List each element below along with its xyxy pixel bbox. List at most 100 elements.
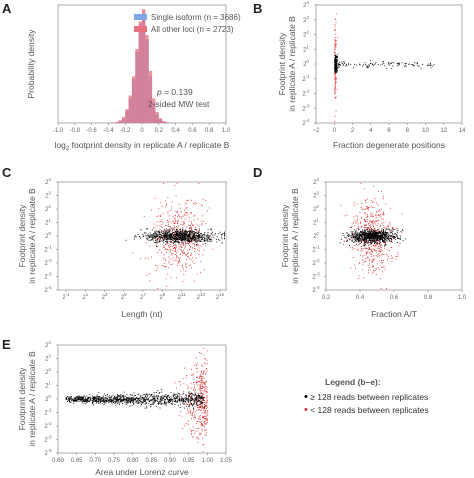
data-point-high-reads (79, 399, 81, 401)
data-point-high-reads (369, 238, 371, 240)
data-point-high-reads (349, 235, 351, 237)
data-point-low-reads (178, 257, 180, 259)
data-point-high-reads (160, 388, 162, 390)
data-point-high-reads (190, 393, 192, 394)
data-point-low-reads (174, 254, 176, 255)
data-point-low-reads (363, 255, 365, 257)
data-point-low-reads (201, 417, 203, 419)
data-point-low-reads (198, 388, 200, 390)
panel-b-y-tick-exponent: 0 (306, 59, 309, 64)
data-point-low-reads (371, 220, 373, 222)
panel-d-y-tick-label: 2-2 (312, 258, 320, 267)
data-point-high-reads (153, 233, 154, 234)
data-point-low-reads (334, 29, 336, 31)
data-point-high-reads (366, 240, 368, 241)
data-point-low-reads (179, 399, 181, 401)
data-point-low-reads (174, 248, 176, 249)
data-point-high-reads (361, 233, 363, 235)
data-point-low-reads (156, 237, 158, 239)
data-point-high-reads (185, 236, 186, 238)
data-point-high-reads (173, 234, 175, 236)
data-point-high-reads (176, 236, 178, 238)
data-point-high-reads (204, 243, 206, 245)
data-point-low-reads (349, 227, 351, 228)
data-point-high-reads (370, 242, 372, 244)
data-point-low-reads (369, 219, 371, 221)
data-point-high-reads (385, 232, 387, 234)
data-point-high-reads (169, 399, 171, 401)
data-point-high-reads (100, 398, 102, 400)
data-point-low-reads (197, 437, 199, 439)
data-point-high-reads (106, 397, 108, 399)
data-point-high-reads (358, 240, 360, 242)
data-point-low-reads (203, 429, 205, 431)
data-point-low-reads (174, 222, 176, 224)
data-point-high-reads (335, 61, 337, 63)
data-point-low-reads (202, 393, 203, 395)
data-point-high-reads (170, 239, 172, 241)
data-point-high-reads (145, 399, 147, 401)
data-point-high-reads (115, 402, 116, 404)
data-point-low-reads (195, 403, 197, 405)
data-point-high-reads (171, 227, 173, 229)
data-point-low-reads (160, 220, 162, 222)
data-point-high-reads (182, 398, 184, 400)
data-point-high-reads (119, 396, 120, 398)
data-point-low-reads (362, 245, 364, 247)
data-point-low-reads (386, 259, 388, 261)
data-point-high-reads (221, 238, 223, 240)
data-point-high-reads (99, 402, 101, 403)
data-point-high-reads (134, 397, 136, 399)
data-point-low-reads (202, 406, 204, 408)
data-point-high-reads (392, 230, 394, 232)
data-point-high-reads (385, 236, 387, 237)
data-point-high-reads (379, 234, 381, 236)
data-point-high-reads (348, 238, 350, 240)
data-point-high-reads (382, 63, 384, 65)
data-point-high-reads (158, 232, 160, 233)
data-point-low-reads (380, 250, 382, 252)
data-point-high-reads (114, 401, 116, 403)
data-point-low-reads (203, 249, 205, 251)
data-point-high-reads (74, 400, 76, 402)
data-point-high-reads (123, 397, 125, 399)
data-point-low-reads (360, 249, 362, 251)
data-point-high-reads (156, 397, 158, 399)
data-point-low-reads (365, 200, 367, 202)
data-point-high-reads (177, 399, 179, 401)
data-point-low-reads (186, 254, 188, 256)
data-point-high-reads (188, 404, 190, 406)
data-point-low-reads (199, 415, 201, 417)
data-point-low-reads (203, 381, 205, 383)
data-point-high-reads (98, 392, 100, 394)
data-point-high-reads (411, 63, 413, 65)
data-point-low-reads (368, 206, 370, 208)
data-point-low-reads (169, 215, 171, 217)
data-point-high-reads (154, 235, 156, 237)
data-point-low-reads (205, 389, 207, 391)
data-point-high-reads (142, 402, 143, 404)
data-point-high-reads (384, 237, 386, 239)
data-point-low-reads (201, 395, 203, 396)
data-point-low-reads (199, 386, 201, 387)
data-point-high-reads (122, 399, 124, 401)
data-point-low-reads (360, 242, 362, 244)
data-point-high-reads (380, 232, 382, 234)
data-point-high-reads (334, 71, 336, 73)
data-point-low-reads (195, 248, 197, 250)
data-point-high-reads (118, 404, 120, 405)
data-point-low-reads (200, 204, 202, 206)
data-point-high-reads (179, 394, 181, 395)
data-point-high-reads (89, 399, 91, 401)
data-point-low-reads (204, 406, 206, 408)
data-point-low-reads (153, 223, 155, 225)
data-point-high-reads (97, 400, 99, 402)
data-point-high-reads (115, 400, 117, 402)
panel-b-y-tick-label: 23 (303, 15, 309, 24)
data-point-low-reads (367, 227, 368, 229)
data-point-high-reads (198, 236, 200, 238)
data-point-high-reads (147, 238, 149, 240)
panel-c-x-tick-exponent: 15 (219, 292, 225, 297)
data-point-high-reads (119, 395, 121, 397)
data-point-high-reads (204, 240, 206, 242)
